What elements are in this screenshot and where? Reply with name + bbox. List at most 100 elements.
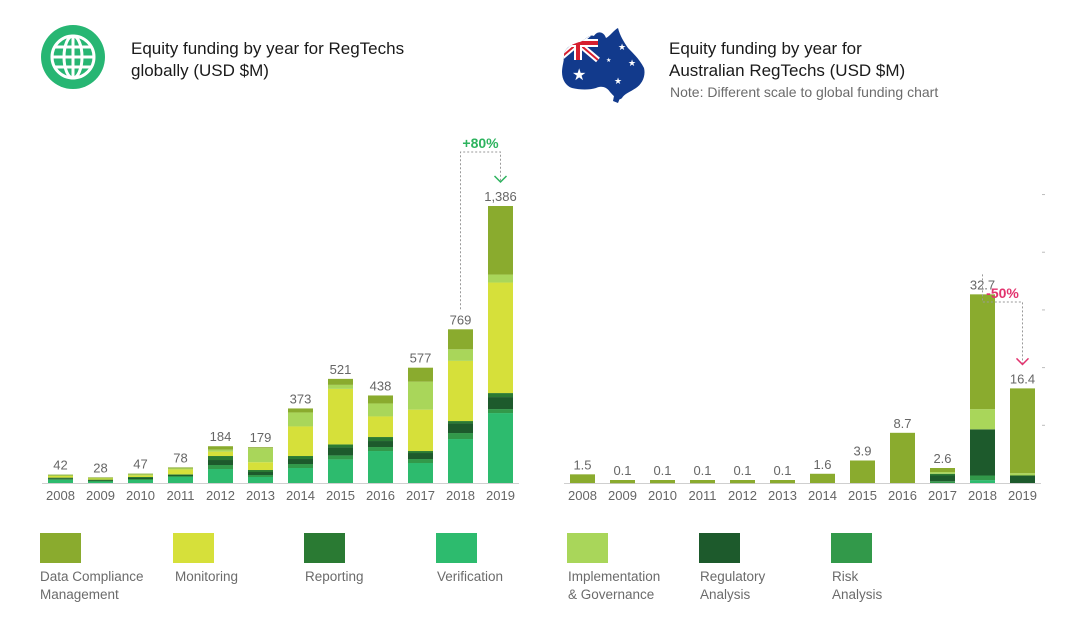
total-label-2017: 577 bbox=[410, 351, 432, 366]
bar-segment-risk-2019 bbox=[488, 409, 513, 414]
bar-segment-data_compliance-2016 bbox=[890, 432, 915, 483]
total-label-2019: 16.4 bbox=[1010, 371, 1035, 386]
x-tick-label-2010: 2010 bbox=[648, 488, 677, 503]
bar-segment-verification-2010 bbox=[128, 480, 153, 483]
bar-segment-monitoring-2011 bbox=[168, 469, 193, 475]
x-tick-label-2017: 2017 bbox=[406, 488, 435, 503]
svg-text:★: ★ bbox=[606, 57, 611, 64]
bar-segment-reporting-2015 bbox=[328, 444, 353, 448]
legend-label-verification: Verification bbox=[437, 569, 504, 584]
x-tick-label-2016: 2016 bbox=[888, 488, 917, 503]
global-title-line1: Equity funding by year for RegTechs bbox=[131, 39, 405, 58]
total-label-2010: 0.1 bbox=[653, 463, 671, 478]
bar-segment-implementation-2017 bbox=[408, 381, 433, 410]
total-label-2019: 1,386 bbox=[484, 189, 517, 204]
bar-segment-reporting-2008 bbox=[48, 477, 73, 479]
bar-segment-implementation-2017 bbox=[930, 472, 955, 474]
bar-segment-regulatory-2017 bbox=[408, 453, 433, 460]
bar-segment-data_compliance-2019 bbox=[1010, 388, 1035, 474]
bar-segment-monitoring-2017 bbox=[408, 409, 433, 452]
au-title-line2: Australian RegTechs (USD $M) bbox=[669, 61, 906, 80]
svg-text:★: ★ bbox=[628, 58, 636, 68]
bar-segment-reporting-2013 bbox=[248, 470, 273, 473]
legend-label-risk: Risk Analysis bbox=[832, 569, 883, 602]
total-label-2016: 438 bbox=[370, 378, 392, 393]
change-annotation-label: +80% bbox=[462, 135, 499, 151]
bar-segment-monitoring-2012 bbox=[208, 451, 233, 457]
bar-segment-data_compliance-2010 bbox=[650, 480, 675, 483]
bar-segment-risk-2012 bbox=[208, 465, 233, 470]
bar-segment-implementation-2016 bbox=[368, 403, 393, 417]
legend-label-reporting: Reporting bbox=[305, 569, 364, 584]
bar-segment-risk-2011 bbox=[168, 476, 193, 478]
total-label-2013: 179 bbox=[250, 430, 272, 445]
bar-segment-monitoring-2014 bbox=[288, 426, 313, 457]
bar-segment-implementation-2015 bbox=[328, 384, 353, 389]
bar-segment-verification-2018 bbox=[970, 480, 995, 483]
au-funding-chart: 1.5 2008 0.1 2009 0.1 2010 0.1 2011 0.1 2012 0.1 20… bbox=[564, 194, 1045, 503]
global-title-line2: globally (USD $M) bbox=[131, 61, 269, 80]
total-label-2009: 0.1 bbox=[613, 463, 631, 478]
bar-segment-data_compliance-2016 bbox=[368, 395, 393, 404]
bar-segment-risk-2018 bbox=[448, 433, 473, 440]
bar-segment-regulatory-2012 bbox=[208, 460, 233, 466]
bar-segment-reporting-2017 bbox=[930, 473, 955, 476]
bar-segment-monitoring-2013 bbox=[248, 462, 273, 471]
bar-segment-regulatory-2008 bbox=[48, 478, 73, 480]
x-tick-label-2011: 2011 bbox=[689, 488, 717, 503]
x-tick-label-2013: 2013 bbox=[246, 488, 275, 503]
total-label-2014: 373 bbox=[290, 391, 312, 406]
x-tick-label-2015: 2015 bbox=[326, 488, 355, 503]
bar-segment-risk-2010 bbox=[128, 479, 153, 481]
bar-segment-regulatory-2017 bbox=[930, 475, 955, 482]
bar-segment-monitoring-2019 bbox=[488, 282, 513, 394]
total-label-2015: 3.9 bbox=[853, 444, 871, 459]
bar-segment-data_compliance-2012 bbox=[208, 446, 233, 450]
bar-segment-risk-2015 bbox=[328, 455, 353, 460]
bar-segment-data_compliance-2008 bbox=[48, 474, 73, 476]
total-label-2012: 0.1 bbox=[733, 463, 751, 478]
x-tick-label-2019: 2019 bbox=[1008, 488, 1037, 503]
bar-segment-monitoring-2015 bbox=[328, 388, 353, 445]
bar-segment-verification-2014 bbox=[288, 468, 313, 483]
bar-segment-implementation-2018 bbox=[970, 409, 995, 430]
total-label-2011: 0.1 bbox=[693, 463, 711, 478]
x-tick-label-2017: 2017 bbox=[928, 488, 957, 503]
au-title-line1: Equity funding by year for bbox=[669, 39, 862, 58]
x-tick-label-2018: 2018 bbox=[446, 488, 475, 503]
legend-label-data_compliance: Data Compliance Management bbox=[40, 569, 144, 602]
total-label-2018: 32.7 bbox=[970, 277, 995, 292]
x-tick-label-2009: 2009 bbox=[608, 488, 637, 503]
global-funding-chart: 42 2008 28 2009 47 2010 78 2011 184 2012 179 2013 37… bbox=[42, 135, 519, 503]
legend-swatch-data_compliance bbox=[40, 533, 81, 563]
legend-swatch-implementation bbox=[567, 533, 608, 563]
x-tick-label-2014: 2014 bbox=[808, 488, 837, 503]
globe-icon bbox=[41, 25, 105, 89]
total-label-2014: 1.6 bbox=[813, 457, 831, 472]
bar-segment-data_compliance-2012 bbox=[730, 480, 755, 483]
bar-segment-implementation-2010 bbox=[128, 474, 153, 476]
x-tick-label-2010: 2010 bbox=[126, 488, 155, 503]
legend-swatch-verification bbox=[436, 533, 477, 563]
bar-segment-implementation-2008 bbox=[48, 475, 73, 477]
bar-segment-data_compliance-2018 bbox=[448, 329, 473, 350]
svg-text:★: ★ bbox=[618, 42, 626, 52]
x-tick-label-2016: 2016 bbox=[366, 488, 395, 503]
bar-segment-monitoring-2018 bbox=[448, 360, 473, 422]
bar-segment-data_compliance-2014 bbox=[810, 473, 835, 483]
bar-segment-verification-2017 bbox=[408, 463, 433, 483]
x-tick-label-2019: 2019 bbox=[486, 488, 515, 503]
bar-segment-verification-2008 bbox=[48, 480, 73, 483]
total-label-2008: 42 bbox=[53, 458, 67, 473]
bar-segment-reporting-2017 bbox=[408, 451, 433, 454]
bar-segment-regulatory-2009 bbox=[88, 480, 113, 482]
bar-segment-monitoring-2010 bbox=[128, 475, 153, 478]
bar-segment-risk-2016 bbox=[368, 447, 393, 452]
change-annotation: -50% bbox=[982, 274, 1030, 366]
bar-segment-implementation-2012 bbox=[208, 449, 233, 452]
x-tick-label-2011: 2011 bbox=[167, 488, 195, 503]
bar-segment-verification-2012 bbox=[208, 469, 233, 483]
x-tick-label-2012: 2012 bbox=[728, 488, 757, 503]
total-label-2017: 2.6 bbox=[933, 451, 951, 466]
legend-swatch-regulatory bbox=[699, 533, 740, 563]
